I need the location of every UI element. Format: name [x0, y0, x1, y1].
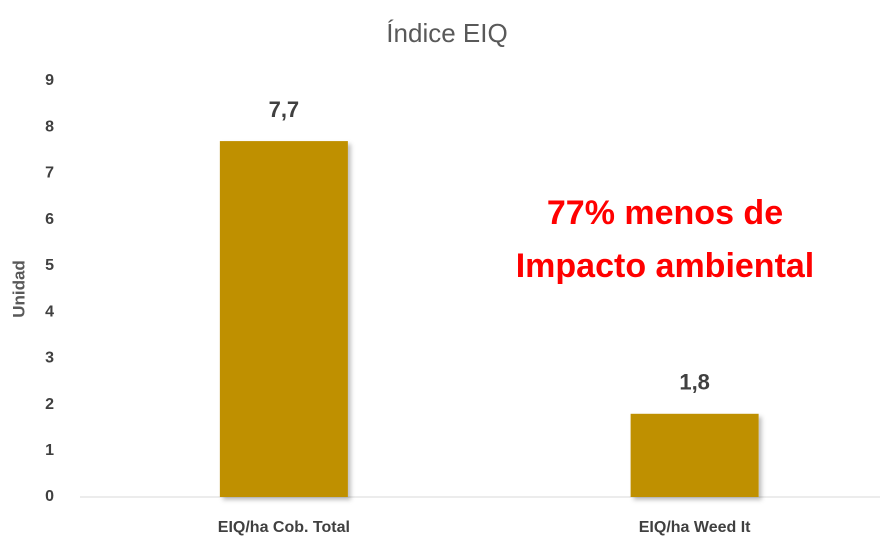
bar: [630, 413, 759, 497]
y-tick-label: 7: [45, 165, 54, 182]
y-tick-label: 6: [45, 211, 54, 228]
x-tick-label: EIQ/ha Weed It: [639, 519, 751, 536]
y-tick-label: 5: [45, 257, 54, 274]
x-tick-label: EIQ/ha Cob. Total: [218, 519, 350, 536]
y-axis-label: Unidad: [9, 260, 28, 318]
y-tick-label: 3: [45, 350, 54, 367]
y-tick-label: 0: [45, 488, 54, 505]
y-tick-label: 2: [45, 396, 54, 413]
y-tick-label: 8: [45, 118, 54, 135]
chart-title: Índice EIQ: [386, 18, 507, 48]
value-label: 1,8: [679, 370, 710, 395]
y-tick-label: 9: [45, 72, 54, 89]
annotation: 77% menos de: [547, 194, 783, 232]
annotation: Impacto ambiental: [516, 247, 815, 285]
y-tick-label: 4: [45, 303, 54, 320]
bar: [219, 141, 348, 498]
y-tick-label: 1: [45, 442, 54, 459]
value-label: 7,7: [269, 97, 300, 122]
